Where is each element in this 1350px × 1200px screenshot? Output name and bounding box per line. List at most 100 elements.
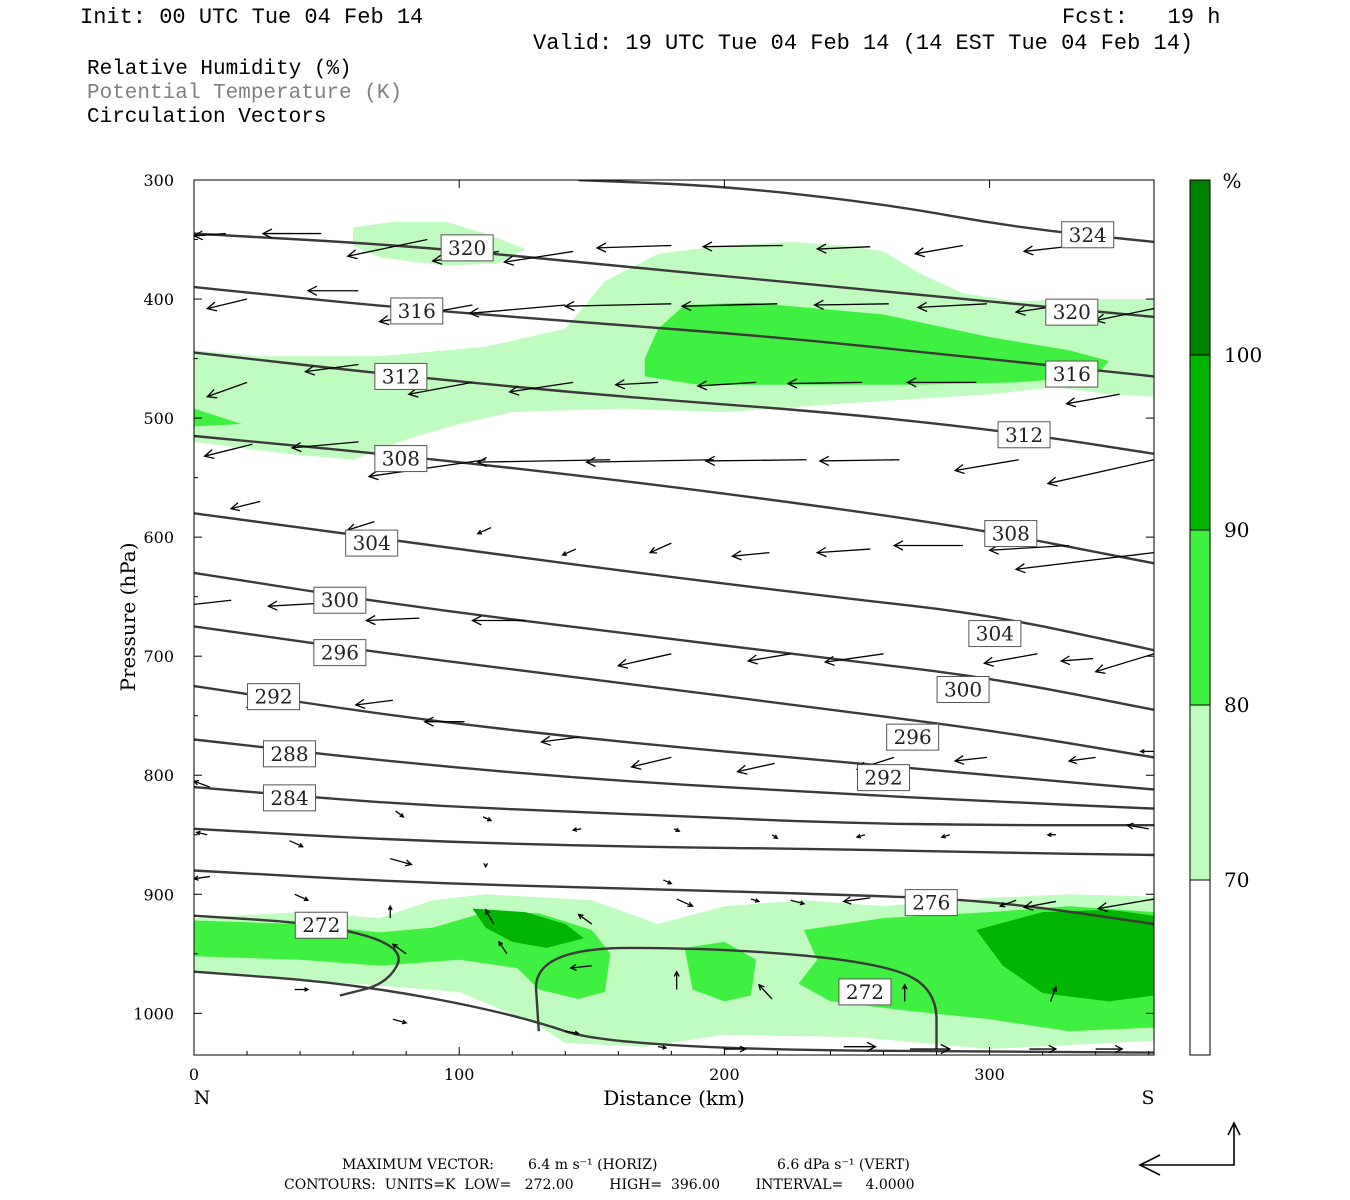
circulation-vector [423, 716, 465, 727]
circulation-vector [673, 827, 681, 833]
circulation-vector [704, 455, 807, 466]
reference-vector-icon [1138, 1121, 1241, 1176]
circulation-vector [289, 840, 304, 848]
circulation-vector [913, 244, 964, 258]
circulation-vector [571, 827, 582, 832]
isentrope-272 [194, 970, 1154, 1054]
circulation-vector [916, 301, 987, 313]
isentrope-label-box [262, 740, 316, 768]
circulation-vector [294, 987, 310, 992]
circulation-vector [476, 456, 611, 468]
circulation-vector [561, 548, 577, 556]
circulation-vector [195, 830, 208, 836]
colorbar-level-label: 90 [1224, 518, 1249, 542]
isentrope-284 [194, 785, 1154, 827]
circulation-vector [354, 698, 393, 710]
circulation-vector [901, 983, 908, 1002]
y-tick-label: 1000 [133, 1004, 174, 1023]
isentrope-308 [194, 434, 1154, 565]
valid-time: Valid: 19 UTC Tue 04 Feb 14 (14 EST Tue … [533, 31, 1194, 56]
circulation-vector [476, 527, 492, 535]
isentrope-label: 320 [448, 236, 486, 260]
circulation-vector [982, 653, 1038, 667]
isentrope-320 [194, 232, 1154, 319]
isentrope-label-box [1061, 221, 1115, 249]
circulation-vector [1059, 655, 1094, 666]
isentrope-label: 304 [976, 622, 1014, 646]
circulation-vector [648, 542, 672, 554]
circulation-vector [498, 940, 508, 955]
y-tick-label: 800 [143, 766, 174, 785]
isentrope-label-box [440, 234, 494, 262]
circulation-vector [303, 363, 359, 376]
circulation-vector [786, 378, 863, 389]
circulation-vector [391, 943, 407, 955]
rh-region-80 [194, 408, 242, 427]
circulation-vector [205, 381, 248, 399]
circulation-vector [346, 238, 428, 260]
circulation-vector [595, 242, 672, 253]
y-tick-label: 900 [143, 885, 174, 904]
isentrope-label-box [997, 421, 1051, 449]
isentrope-label: 324 [1069, 223, 1107, 247]
circulation-vector [585, 456, 714, 468]
circulation-vector [1049, 985, 1058, 1002]
isentrope-272 [534, 946, 938, 1049]
rh-region-80 [684, 941, 757, 1002]
circulation-vector [616, 653, 672, 669]
circulation-vector [676, 898, 694, 908]
isentrope-label-box [886, 723, 940, 751]
circulation-vector [953, 755, 988, 765]
circulation-vector [502, 250, 574, 266]
circulation-vector [1046, 832, 1056, 838]
isentrope-label: 316 [398, 299, 436, 323]
circulation-vector [905, 377, 977, 388]
isentrope-label-box [345, 529, 399, 557]
isentrope-label-box [857, 764, 911, 792]
circulation-vector [815, 546, 871, 558]
circulation-vector [998, 899, 1017, 908]
circulation-vector [468, 304, 566, 318]
isentrope-label: 272 [302, 913, 340, 937]
circulation-vector [483, 863, 489, 869]
isentrope-292 [194, 684, 1154, 791]
colorbar-unit: % [1222, 169, 1241, 193]
y-axis-title: Pressure (hPa) [116, 543, 140, 692]
colorbar-segment [1190, 880, 1210, 1055]
circulation-vector [364, 614, 420, 626]
circulation-vector [194, 599, 232, 606]
circulation-vector [203, 443, 253, 460]
isentrope-label-box [1045, 360, 1099, 388]
x-tick-label: 300 [974, 1065, 1005, 1084]
isentrope-label: 320 [1053, 300, 1091, 324]
isentrope-280 [194, 827, 1154, 857]
circulation-vector [771, 834, 779, 840]
x-axis-title: Distance (km) [603, 1086, 745, 1110]
isentrope-label: 292 [864, 766, 902, 790]
circulation-vector [471, 615, 526, 626]
isentrope-324 [578, 180, 1154, 244]
circulation-vector [482, 816, 493, 822]
rh-region-90 [976, 909, 1154, 1002]
y-tick-label: 400 [143, 290, 174, 309]
circulation-vector [730, 550, 770, 561]
circulation-vector [577, 913, 593, 925]
isentrope-label: 304 [353, 531, 391, 555]
plot-frame [193, 179, 1155, 1056]
circulation-vector [680, 300, 778, 312]
isentrope-label-box [968, 620, 1022, 648]
isentrope-label-box [262, 784, 316, 812]
circulation-vector [630, 756, 672, 770]
circulation-vector [892, 540, 964, 551]
isentrope-label: 272 [846, 980, 884, 1004]
field-theta-label: Potential Temperature (K) [87, 82, 403, 105]
circulation-vector [818, 455, 900, 466]
colorbar-level-label: 70 [1224, 868, 1249, 892]
circulation-vector [290, 441, 359, 453]
isentrope-304 [194, 512, 1154, 652]
colorbar-segment [1190, 705, 1210, 880]
x-tick-label: 0 [189, 1065, 199, 1084]
isentrope-label-box [838, 978, 892, 1006]
max-vector-horiz: 6.4 m s⁻¹ (HORIZ) [528, 1157, 658, 1173]
isentrope-296 [194, 625, 1154, 759]
